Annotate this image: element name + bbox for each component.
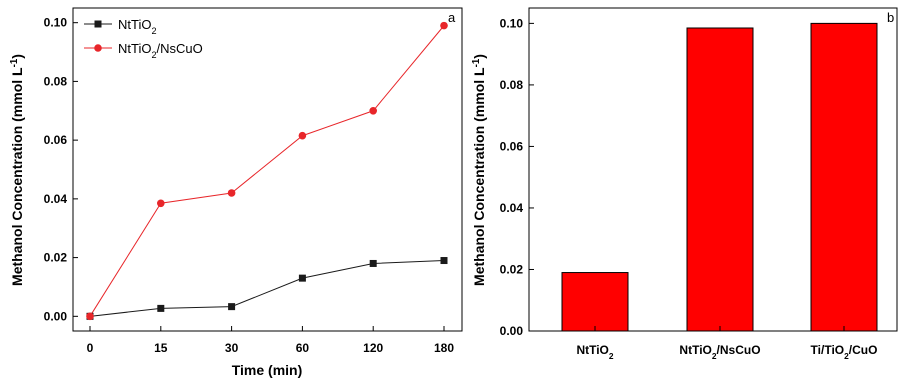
a-x-tick-label: 120 xyxy=(363,341,383,355)
data-point-ntTiO2-nscuo xyxy=(157,199,165,208)
a-axis-ticks: 0.00 0.02 0.04 0.06 0.08 0.10 0 15 30 60 120 180 xyxy=(44,16,455,355)
data-point-ntTiO2-nscuo xyxy=(298,131,307,140)
b-category-labels: NtTiO2 NtTiO2/NsCuO Ti/TiO2/CuO xyxy=(576,326,877,361)
data-point-ntTiO2-nscuo xyxy=(227,189,236,197)
data-point-ntTiO2-nscuo xyxy=(369,106,378,115)
legend-label-1: NtTiO2/NsCuO xyxy=(118,41,203,60)
panel-label-b: b xyxy=(887,10,894,25)
b-axis-ticks: 0.00 0.02 0.04 0.06 0.08 0.10 xyxy=(500,16,534,338)
a-y-tick-label: 0.02 xyxy=(44,251,68,265)
data-point-ntTiO2 xyxy=(298,274,306,282)
category-label-2: Ti/TiO2/CuO xyxy=(811,343,878,361)
legend-marker-circle xyxy=(94,44,102,52)
b-bars xyxy=(561,22,878,332)
panel-b-bar-chart: 0.00 0.02 0.04 0.06 0.08 0.10 NtTiO2 NtTiO2/Ns… xyxy=(471,7,898,361)
panel-label-a: a xyxy=(448,10,456,25)
a-y-tick-label: 0.08 xyxy=(44,74,68,88)
y-axis-label-b: Methanol Concentration (mmol L-1) xyxy=(471,54,488,286)
bar-0 xyxy=(561,272,629,332)
category-label-0: NtTiO2 xyxy=(576,343,613,361)
a-y-tick-label: 0.00 xyxy=(44,309,68,323)
plot-frame-a xyxy=(72,7,463,332)
a-y-tick-label: 0.06 xyxy=(44,133,68,147)
y-axis-label-a: Methanol Concentration (mmol L-1) xyxy=(9,54,26,286)
data-point-ntTiO2 xyxy=(369,259,377,267)
data-point-ntTiO2 xyxy=(228,303,236,311)
panel-a-line-chart: 0.00 0.02 0.04 0.06 0.08 0.10 0 15 30 60 120 180 Nt… xyxy=(9,7,463,378)
data-point-ntTiO2-nscuo xyxy=(440,21,448,30)
series-line-1 xyxy=(89,25,445,317)
a-x-tick-label: 60 xyxy=(296,341,310,355)
a-x-tick-label: 0 xyxy=(87,341,94,355)
b-y-tick-label: 0.00 xyxy=(500,324,524,338)
a-y-tick-label: 0.04 xyxy=(44,192,68,206)
a-y-tick-label: 0.10 xyxy=(44,16,68,30)
legend-label-0: NtTiO2 xyxy=(118,17,157,36)
b-y-tick-label: 0.08 xyxy=(500,78,524,92)
b-y-tick-label: 0.06 xyxy=(500,139,524,153)
data-point-ntTiO2-nscuo xyxy=(86,312,94,321)
data-point-ntTiO2 xyxy=(440,257,448,265)
legend-marker-square xyxy=(94,20,102,28)
bar-1 xyxy=(686,27,754,332)
legend-a: NtTiO2 NtTiO2/NsCuO xyxy=(84,17,203,60)
a-x-tick-label: 180 xyxy=(434,341,454,355)
a-series-lines xyxy=(89,25,445,317)
b-y-tick-label: 0.04 xyxy=(500,201,524,215)
category-label-1: NtTiO2/NsCuO xyxy=(679,343,760,361)
data-point-ntTiO2 xyxy=(157,304,165,312)
series-line-0 xyxy=(89,260,445,317)
b-y-tick-label: 0.02 xyxy=(500,262,524,276)
a-x-tick-label: 15 xyxy=(154,341,168,355)
a-x-tick-label: 30 xyxy=(225,341,239,355)
bar-2 xyxy=(810,22,878,332)
b-y-tick-label: 0.10 xyxy=(500,16,524,30)
x-axis-label-a: Time (min) xyxy=(232,362,303,378)
a-series-markers xyxy=(86,21,448,321)
